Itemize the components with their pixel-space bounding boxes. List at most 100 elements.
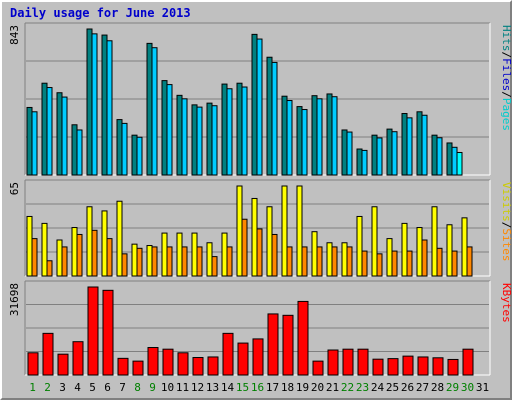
bar-hits-day-15: [236, 82, 243, 176]
day-label-21: 21: [326, 381, 339, 394]
bar-kbytes-day-3: [57, 353, 69, 376]
bar-hits-day-28: [431, 134, 438, 176]
bar-hits-day-1: [26, 106, 33, 176]
bar-hits-day-14: [221, 83, 228, 176]
legend-entry: Hits: [500, 25, 512, 52]
legend-visits-sites: Visits/Sites: [500, 182, 512, 262]
bar-hits-day-3: [56, 92, 63, 176]
bar-hits-day-6: [101, 34, 108, 176]
legend-entry: /: [500, 91, 512, 98]
bar-sites-day-12: [196, 246, 203, 277]
day-label-23: 23: [356, 381, 369, 394]
bar-hits-day-2: [41, 82, 48, 176]
day-label-24: 24: [371, 381, 385, 394]
bar-visits-day-7: [116, 200, 123, 277]
bar-sites-day-21: [331, 246, 338, 277]
day-label-16: 16: [251, 381, 264, 394]
bar-sites-day-15: [241, 218, 248, 277]
bar-files-day-25: [391, 131, 398, 176]
bar-sites-day-22: [346, 246, 353, 277]
day-label-10: 10: [161, 381, 174, 394]
bar-files-day-4: [76, 129, 83, 176]
bar-kbytes-day-30: [462, 348, 474, 376]
bar-visits-day-25: [386, 238, 393, 277]
bar-hits-day-25: [386, 128, 393, 176]
bar-kbytes-day-1: [27, 352, 39, 376]
bar-visits-day-29: [446, 224, 453, 277]
bar-visits-day-3: [56, 239, 63, 277]
bar-files-day-17: [271, 61, 278, 176]
bar-files-day-12: [196, 106, 203, 176]
bar-sites-day-19: [301, 246, 308, 277]
bar-kbytes-day-27: [417, 356, 429, 376]
bar-kbytes-day-9: [147, 347, 159, 376]
legend-entry: KBytes: [500, 283, 512, 323]
bar-hits-day-16: [251, 33, 258, 176]
day-label-7: 7: [119, 381, 126, 394]
bar-kbytes-day-12: [192, 357, 204, 376]
bar-sites-day-1: [31, 238, 38, 277]
bar-files-day-2: [46, 87, 53, 176]
bar-kbytes-day-14: [222, 332, 234, 376]
day-label-15: 15: [236, 381, 249, 394]
bar-sites-day-8: [136, 247, 143, 277]
legend-entry: /: [500, 222, 512, 229]
legend-entry: /: [500, 52, 512, 59]
bar-sites-day-24: [376, 253, 383, 277]
bar-files-day-29: [451, 146, 458, 176]
bar-hits-day-11: [176, 94, 183, 176]
bar-files-day-9: [151, 47, 158, 176]
day-label-27: 27: [416, 381, 429, 394]
bar-sites-day-29: [451, 250, 458, 277]
bar-kbytes-day-8: [132, 360, 144, 376]
bar-kbytes-day-15: [237, 342, 249, 376]
bar-hits-day-27: [416, 111, 423, 176]
day-label-17: 17: [266, 381, 279, 394]
legend-entry: Visits: [500, 182, 512, 222]
bar-sites-day-4: [76, 233, 83, 277]
bar-visits-day-17: [266, 206, 273, 277]
day-label-25: 25: [386, 381, 399, 394]
day-label-5: 5: [89, 381, 96, 394]
bar-visits-day-19: [296, 185, 303, 277]
bar-files-day-20: [316, 98, 323, 176]
bar-files-day-18: [286, 100, 293, 176]
bar-files-day-13: [211, 105, 218, 176]
bar-files-day-15: [241, 86, 248, 176]
day-label-3: 3: [59, 381, 66, 394]
bar-kbytes-day-19: [297, 300, 309, 376]
day-label-18: 18: [281, 381, 294, 394]
bar-visits-day-11: [176, 232, 183, 277]
bar-sites-day-13: [211, 256, 218, 277]
bar-sites-day-2: [46, 260, 53, 277]
bar-sites-day-20: [316, 246, 323, 277]
bar-visits-day-8: [131, 243, 138, 277]
day-label-12: 12: [191, 381, 204, 394]
bar-kbytes-day-2: [42, 332, 54, 376]
bar-hits-day-8: [131, 134, 138, 176]
bar-files-day-10: [166, 84, 173, 176]
bar-files-day-3: [61, 96, 68, 176]
bar-hits-day-12: [191, 104, 198, 176]
bar-kbytes-day-5: [87, 286, 99, 376]
day-label-14: 14: [221, 381, 235, 394]
bar-kbytes-day-29: [447, 358, 459, 376]
bar-sites-day-7: [121, 253, 128, 277]
bar-kbytes-day-4: [72, 341, 84, 376]
legend-entry: Files: [500, 58, 512, 91]
bar-hits-day-18: [281, 95, 288, 176]
bar-hits-day-17: [266, 56, 273, 176]
bar-sites-day-17: [271, 233, 278, 277]
day-label-26: 26: [401, 381, 414, 394]
day-label-30: 30: [461, 381, 474, 394]
bar-visits-day-21: [326, 242, 333, 277]
bar-hits-day-7: [116, 119, 123, 176]
bar-sites-day-11: [181, 246, 188, 277]
bar-kbytes-day-10: [162, 348, 174, 376]
bar-visits-day-27: [416, 227, 423, 277]
bar-hits-day-21: [326, 93, 333, 176]
bar-visits-day-1: [26, 215, 33, 277]
day-label-4: 4: [74, 381, 81, 394]
bar-files-day-23: [361, 149, 368, 176]
bar-files-day-8: [136, 136, 143, 176]
